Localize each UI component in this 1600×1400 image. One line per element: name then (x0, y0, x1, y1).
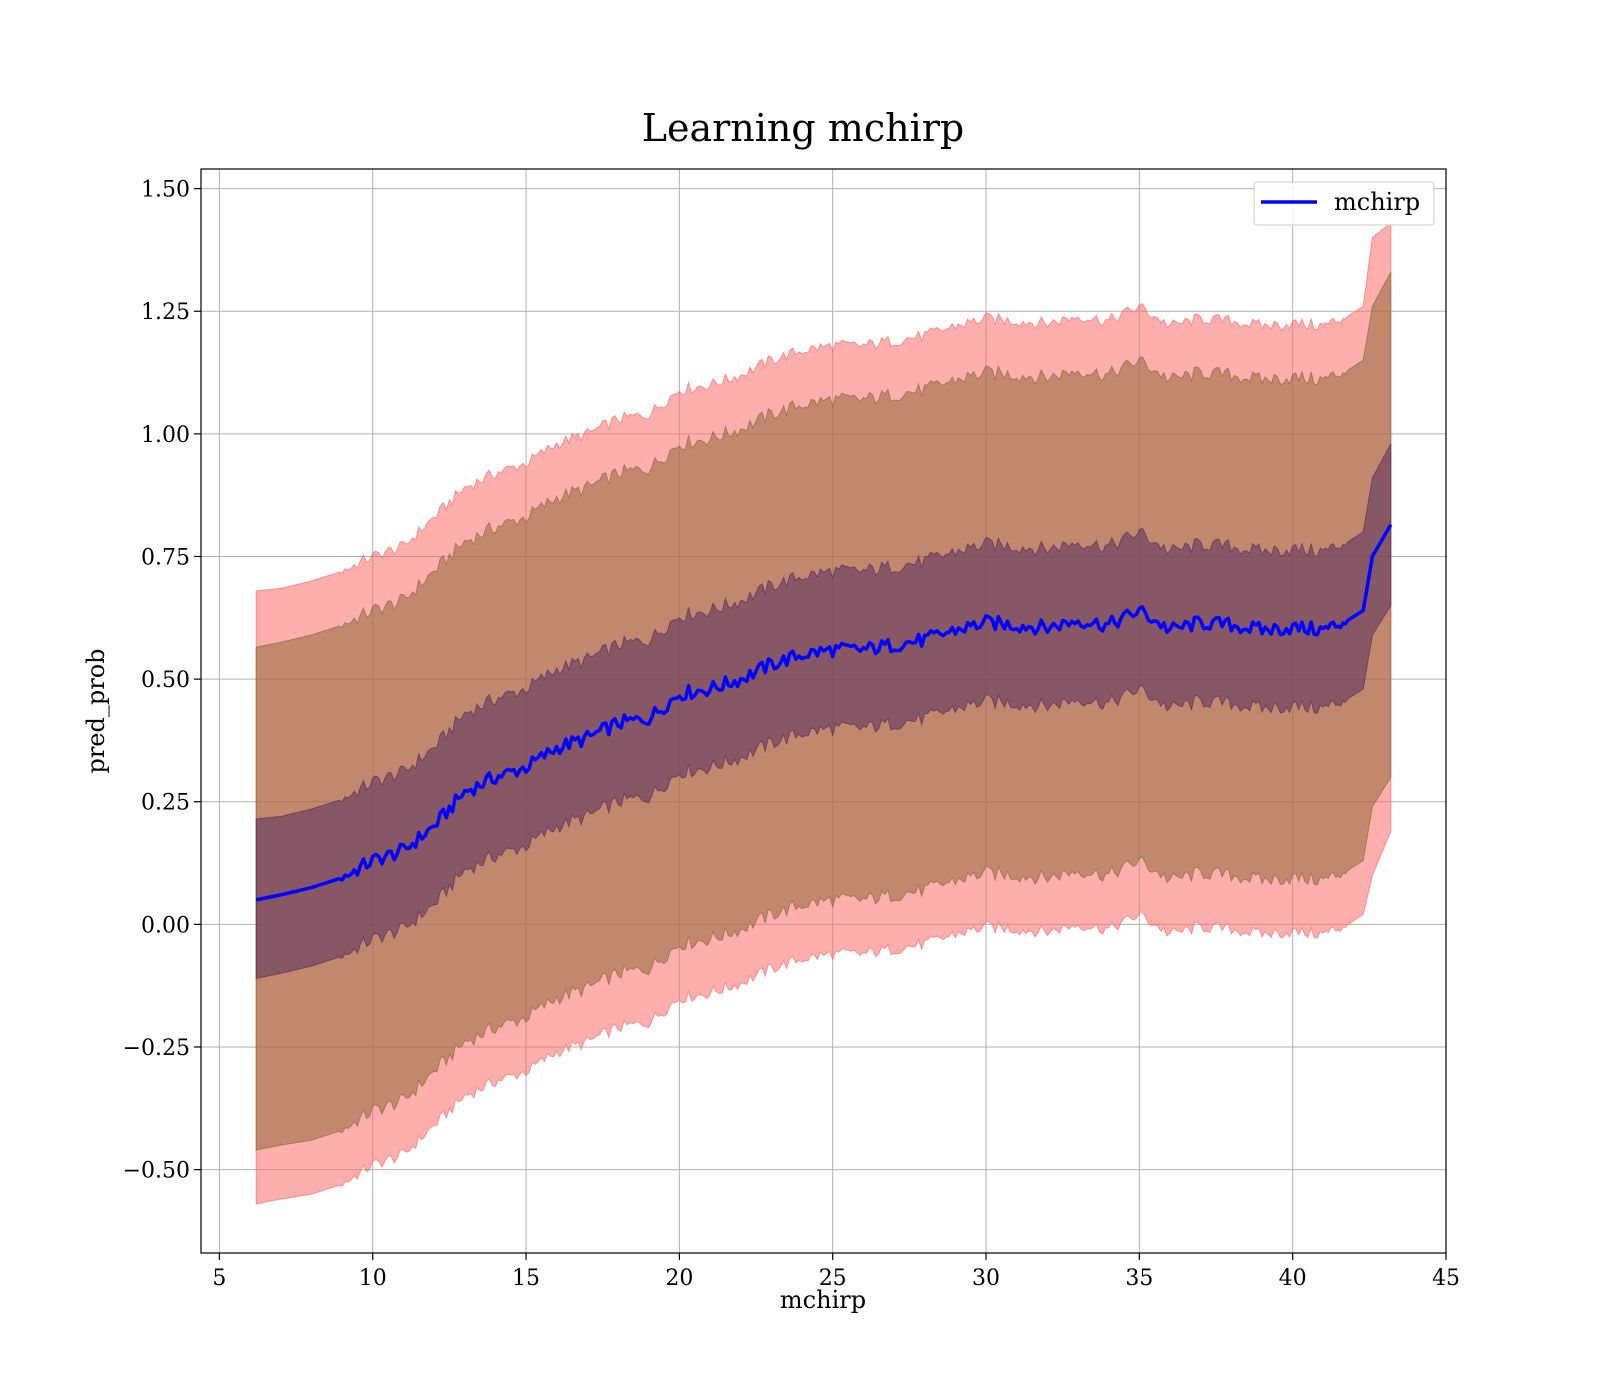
x-axis-label: mchirp (780, 1286, 866, 1314)
x-tick-label: 10 (359, 1266, 387, 1291)
x-tick-label: 5 (212, 1266, 226, 1291)
x-tick-label: 25 (819, 1266, 847, 1291)
y-tick-label: −0.25 (123, 1036, 190, 1061)
plot-frame (200, 168, 1447, 1254)
y-tick-label: 1.50 (141, 178, 190, 203)
legend-box (1253, 181, 1435, 226)
x-tick-label: 15 (512, 1266, 540, 1291)
y-axis-label: pred_prob (82, 648, 110, 773)
x-tick-label: 45 (1432, 1266, 1460, 1291)
x-tick-label: 35 (1125, 1266, 1153, 1291)
series-line-mchirp (255, 523, 1393, 902)
y-tick-label: 0.25 (141, 791, 190, 816)
y-tick-label: 1.25 (141, 300, 190, 325)
legend: mchirp (1253, 181, 1435, 226)
y-tick-label: 0.00 (141, 913, 190, 938)
series-lines (255, 523, 1393, 902)
y-tick-label: 1.00 (141, 423, 190, 448)
chart-title: Learning mchirp (642, 106, 964, 150)
axis-ticks: 5 10 15 20 25 30 35 40 45 −0.50 −0.25 0.00 0.25 0.50 0… (123, 178, 1460, 1291)
band-inner (255, 443, 1392, 979)
x-tick-label: 20 (665, 1266, 693, 1291)
y-tick-label: −0.50 (123, 1159, 190, 1184)
confidence-bands (255, 221, 1392, 1205)
y-tick-label: 0.75 (141, 545, 190, 570)
x-tick-label: 40 (1279, 1266, 1307, 1291)
y-tick-label: 0.50 (141, 668, 190, 693)
legend-label: mchirp (1334, 188, 1420, 216)
x-tick-label: 30 (972, 1266, 1000, 1291)
